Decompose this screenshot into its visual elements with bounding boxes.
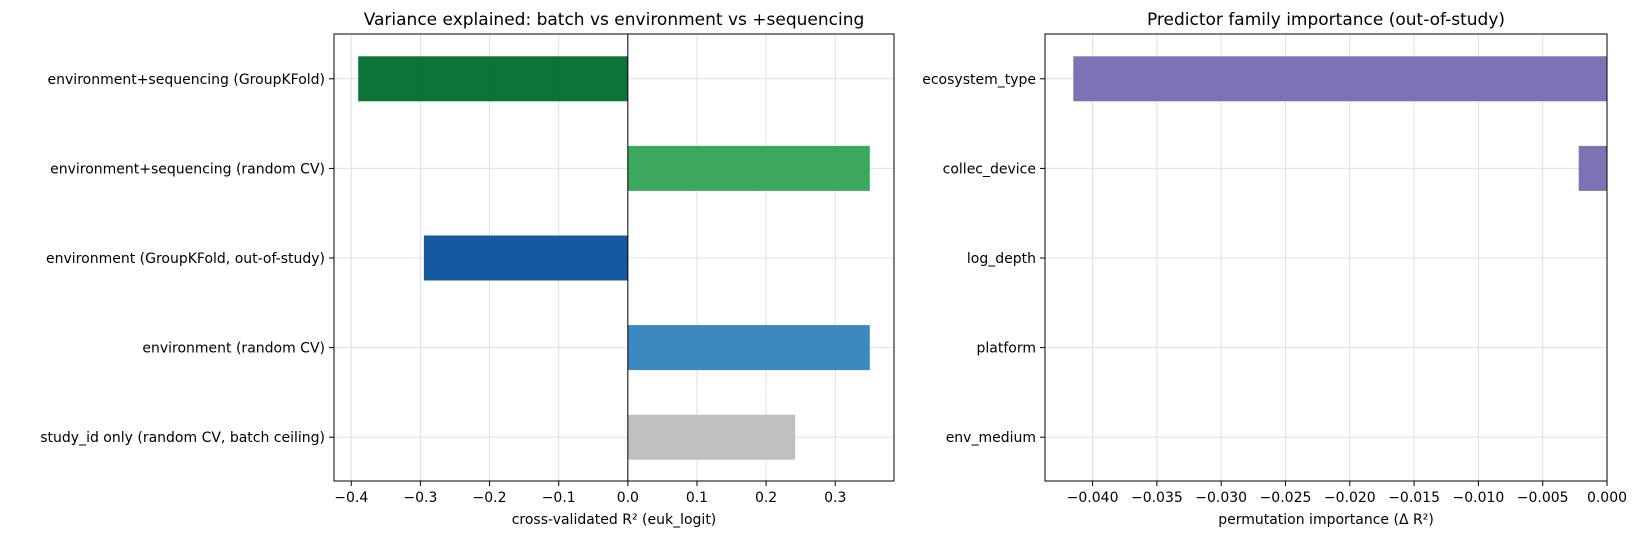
bar-environment-sequencing-random-cv-: [627, 145, 870, 191]
y-tick-label: study_id only (random CV, batch ceiling): [40, 430, 325, 446]
x-tick-label: 0.000: [1587, 490, 1627, 506]
y-tick-label: log_depth: [967, 251, 1036, 267]
bar-environment-random-cv-: [627, 325, 870, 371]
x-tick-label: −0.010: [1452, 490, 1504, 506]
chart-title: Predictor family importance (out-of-stud…: [1147, 10, 1505, 30]
panel-right: −0.040 −0.035 −0.030 −0.025 −0.020 −0.015 −0.0…: [922, 10, 1627, 528]
y-tick-label: environment (random CV): [142, 341, 325, 357]
x-tick-label: −0.1: [542, 490, 576, 506]
x-axis-label: cross-validated R² (euk_logit): [512, 512, 717, 528]
y-tick-label: environment+sequencing (GroupKFold): [48, 72, 325, 88]
y-tick-label: environment (GroupKFold, out-of-study): [46, 251, 325, 267]
y-tick-label: platform: [977, 341, 1037, 357]
x-tick-label: −0.020: [1324, 490, 1376, 506]
y-tick-label: environment+sequencing (random CV): [50, 161, 325, 177]
panel-left: −0.4 −0.3 −0.2 −0.1 0.0 0.1 0.2 0.3 environment+…: [40, 10, 895, 528]
x-tick-label: −0.015: [1388, 490, 1440, 506]
x-tick-label: −0.025: [1260, 490, 1312, 506]
y-tick-label: ecosystem_type: [922, 72, 1036, 88]
x-tick-label: 0.1: [686, 490, 708, 506]
bar-ecosystem-type: [1073, 56, 1607, 102]
bar-environment-groupkfold-out-of-study-: [423, 235, 628, 281]
x-tick-label: −0.4: [334, 490, 368, 506]
x-tick-label: −0.030: [1195, 490, 1247, 506]
x-tick-label: 0.0: [617, 490, 639, 506]
x-tick-label: −0.005: [1517, 490, 1569, 506]
bar-collec-device: [1578, 145, 1607, 191]
y-tick-label: env_medium: [946, 430, 1036, 446]
chart-title: Variance explained: batch vs environment…: [364, 10, 865, 30]
x-tick-label: −0.2: [473, 490, 507, 506]
x-tick-label: 0.3: [824, 490, 846, 506]
x-tick-label: −0.035: [1131, 490, 1183, 506]
y-tick-label: collec_device: [943, 161, 1036, 177]
x-tick-label: 0.2: [755, 490, 777, 506]
x-axis-label: permutation importance (Δ R²): [1218, 512, 1434, 528]
bar-environment-sequencing-groupkfold-: [358, 56, 628, 102]
x-tick-label: −0.040: [1067, 490, 1119, 506]
x-tick-label: −0.3: [403, 490, 437, 506]
bar-study-id-only-random-cv-batch-ceiling-: [627, 414, 796, 460]
